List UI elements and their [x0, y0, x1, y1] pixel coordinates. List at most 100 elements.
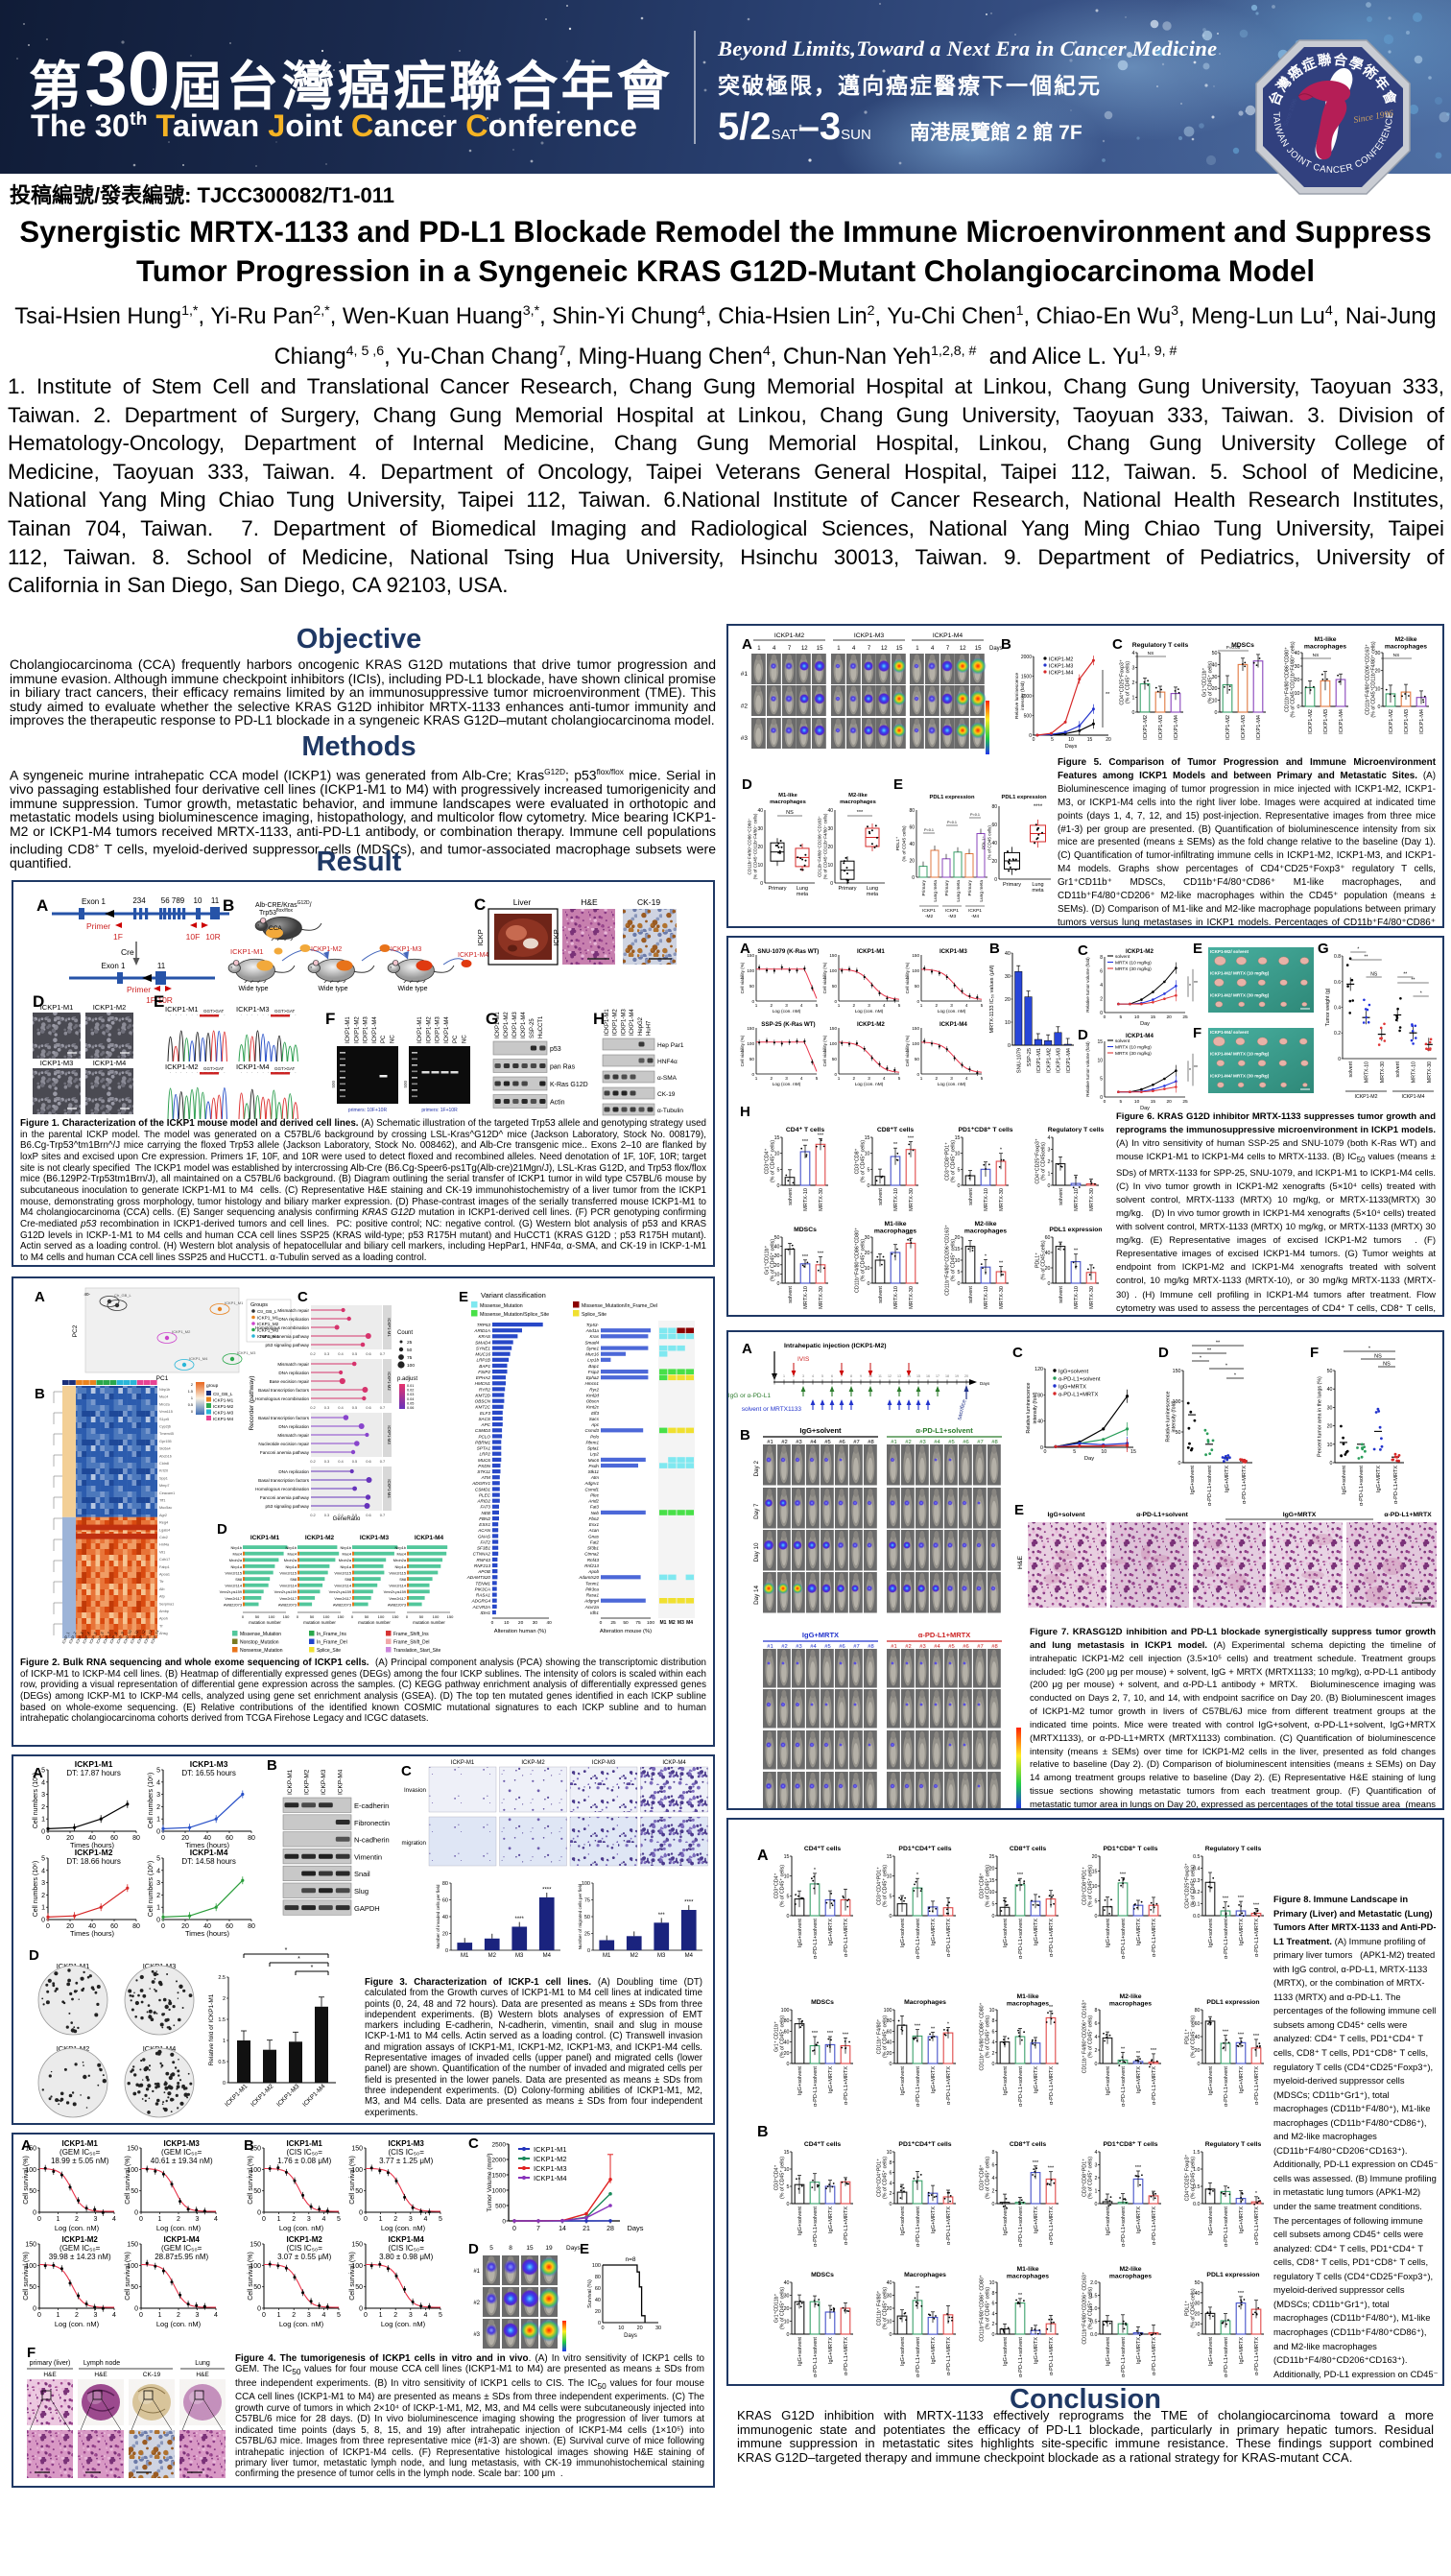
svg-text:5: 5 [1073, 1449, 1076, 1455]
svg-text:ARID2: ARID2 [476, 1499, 490, 1504]
svg-text:100: 100 [647, 1620, 654, 1626]
svg-text:19: 19 [955, 1374, 959, 1378]
svg-text:α-PD-L1+solvent: α-PD-L1+solvent [1224, 2337, 1229, 2377]
svg-text:60: 60 [887, 2029, 892, 2035]
svg-text:2: 2 [771, 1003, 773, 1008]
svg-text:#7: #7 [977, 1644, 983, 1650]
svg-text:0: 0 [33, 2210, 36, 2217]
svg-text:20: 20 [1167, 1014, 1173, 1020]
svg-text:4: 4 [800, 1076, 803, 1081]
svg-text:mutation number: mutation number [413, 1620, 445, 1625]
svg-text:150: 150 [25, 2242, 36, 2249]
svg-text:C: C [1112, 636, 1123, 653]
svg-text:ADAMTS20: ADAMTS20 [466, 1575, 491, 1580]
svg-text:2: 2 [156, 1804, 160, 1811]
svg-text:Log (con. nM): Log (con. nM) [279, 2320, 324, 2328]
svg-text:α-PD-L1+solvent: α-PD-L1+solvent [1018, 2206, 1024, 2247]
svg-text:Trp53flox/flox: Trp53flox/flox [259, 908, 293, 917]
svg-text:5: 5 [981, 1076, 984, 1081]
svg-text:Obscn: Obscn [586, 1399, 600, 1404]
svg-text:20: 20 [595, 2309, 601, 2315]
svg-text:Gr1⁺CD11b⁺: Gr1⁺CD11b⁺ [774, 2294, 780, 2324]
svg-text:0.4: 0.4 [338, 1351, 344, 1356]
svg-text:4: 4 [1048, 1135, 1051, 1141]
svg-text:Slc6a4: Slc6a4 [159, 1447, 171, 1451]
svg-text:·: · [284, 1070, 286, 1076]
svg-text:IgG+MRTX: IgG+MRTX [828, 2066, 834, 2093]
svg-text:ICKP1-M2: ICKP1-M2 [1389, 709, 1394, 734]
svg-text:HMCN1: HMCN1 [475, 1381, 491, 1386]
svg-text:0: 0 [262, 2312, 266, 2319]
svg-text:group: group [206, 1383, 219, 1389]
svg-text:ICKP1-M2: ICKP1-M2 [287, 2235, 323, 2244]
svg-text:0: 0 [1215, 710, 1218, 716]
svg-text:50: 50 [1327, 1369, 1333, 1374]
svg-text:IgG+MRTX: IgG+MRTX [802, 1631, 839, 1639]
svg-text:100: 100 [747, 968, 754, 973]
svg-text:15: 15 [1087, 737, 1093, 743]
svg-text:macrophages: macrophages [840, 799, 876, 805]
svg-text:NS: NS [786, 810, 794, 816]
svg-text:PDL1 expression: PDL1 expression [1206, 1999, 1259, 2006]
svg-text:3: 3 [1095, 2163, 1098, 2169]
svg-text:1000: 1000 [1021, 694, 1032, 700]
svg-text:****: **** [515, 1917, 525, 1922]
svg-text:·: · [289, 1070, 291, 1076]
svg-text:10: 10 [1005, 1020, 1011, 1026]
svg-text:ICKP1-M2: ICKP1-M2 [774, 632, 805, 639]
svg-text:CD3⁺CD4⁺PD1⁺: CD3⁺CD4⁺PD1⁺ [877, 1867, 883, 1905]
svg-text:100: 100 [378, 1614, 385, 1619]
svg-text:Fabp1: Fabp1 [159, 1565, 170, 1569]
svg-text:40: 40 [442, 1915, 448, 1920]
svg-text:α-SMA: α-SMA [657, 1075, 678, 1082]
svg-text:ICKP1-M4: ICKP1-M4 [521, 1012, 527, 1038]
svg-text:500: 500 [1024, 714, 1033, 720]
svg-text:4: 4 [423, 2216, 427, 2223]
svg-text:100: 100 [25, 2167, 36, 2174]
svg-text:#3: #3 [741, 735, 749, 742]
svg-text:**: ** [1074, 1249, 1079, 1254]
svg-text:RYR2: RYR2 [479, 1387, 491, 1392]
svg-text:IgG or α-PD-L1: IgG or α-PD-L1 [728, 1393, 771, 1399]
svg-text:75: 75 [407, 1355, 413, 1361]
svg-text:IgG+solvent: IgG+solvent [900, 1919, 906, 1947]
svg-text:IgG+MRTX: IgG+MRTX [1034, 2066, 1039, 2093]
svg-text:intensity (fold): intensity (fold) [1020, 681, 1026, 710]
svg-text:100: 100 [250, 2167, 261, 2174]
svg-text:4: 4 [773, 646, 776, 652]
svg-text:30: 30 [1195, 2302, 1201, 2307]
svg-text:SSP-25 (K-Ras WT): SSP-25 (K-Ras WT) [761, 1021, 815, 1028]
svg-text:solvent: solvent [1059, 1188, 1064, 1205]
svg-text:10: 10 [1134, 1014, 1140, 1020]
svg-text:IgG+solvent: IgG+solvent [1106, 2337, 1111, 2366]
svg-text:SACS: SACS [478, 1417, 490, 1421]
svg-text:ICKP_8: ICKP_8 [109, 1632, 118, 1645]
svg-text:α-PD-L1+solvent: α-PD-L1+solvent [1224, 1919, 1229, 1959]
svg-text:Slug: Slug [354, 1887, 369, 1896]
svg-text:α-PD-L1+solvent: α-PD-L1+solvent [813, 2066, 819, 2107]
svg-text:1: 1 [41, 1817, 45, 1824]
svg-text:40: 40 [774, 1245, 780, 1251]
svg-text:**: ** [1049, 2005, 1054, 2011]
svg-text:80: 80 [909, 808, 915, 814]
svg-text:#6: #6 [839, 1440, 844, 1445]
svg-text:Lung meta: Lung meta [956, 880, 962, 902]
svg-text:ICKP1-M2: ICKP1-M2 [354, 1016, 360, 1043]
svg-text:20: 20 [964, 1374, 968, 1378]
svg-text:Hmcn1: Hmcn1 [584, 1381, 599, 1386]
svg-text:·: · [289, 1013, 291, 1018]
svg-text:ICKP1_M1: ICKP1_M1 [225, 1300, 244, 1305]
svg-text:·: · [185, 1013, 187, 1018]
svg-text:Gpr155: Gpr155 [159, 1440, 172, 1443]
svg-text:0: 0 [242, 1614, 245, 1619]
svg-text:Primer: Primer [86, 921, 110, 931]
svg-text:0.7: 0.7 [380, 1513, 386, 1517]
svg-text:80: 80 [1037, 1393, 1043, 1398]
svg-text:5: 5 [777, 1167, 780, 1173]
svg-text:Actin: Actin [550, 1100, 565, 1107]
svg-text:CD8⁺T cells: CD8⁺T cells [1010, 2141, 1047, 2148]
svg-text:2: 2 [771, 1076, 773, 1081]
svg-text:0.2: 0.2 [310, 1405, 316, 1410]
svg-text:(% of CD45⁺ cells): (% of CD45⁺ cells) [1208, 661, 1214, 704]
svg-text:ICKP1-M2: ICKP1-M2 [305, 1535, 335, 1541]
